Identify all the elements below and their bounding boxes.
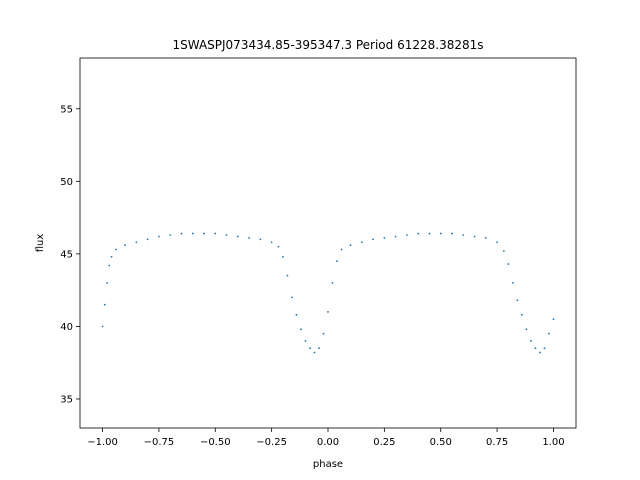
x-tick-label: 0.00 [317, 437, 339, 448]
data-point [462, 234, 465, 236]
data-point [340, 248, 343, 251]
scatter-points [101, 232, 555, 354]
data-point [349, 244, 352, 247]
data-point [236, 235, 239, 238]
data-point [135, 241, 138, 244]
data-point [270, 241, 273, 244]
data-point [534, 347, 537, 350]
data-point [110, 255, 113, 258]
data-point [158, 235, 160, 238]
x-axis: −1.00 −0.75 −0.50 −0.25 0.00 0.25 0.50 0.75 1.00 [87, 428, 565, 448]
data-point [203, 232, 205, 235]
data-point [282, 255, 284, 258]
x-tick-label: −0.75 [144, 437, 175, 448]
data-point [225, 234, 228, 236]
data-point [108, 264, 111, 267]
data-point [286, 274, 289, 277]
data-point [552, 318, 555, 321]
x-tick-label: −1.00 [87, 437, 118, 448]
data-point [318, 347, 320, 350]
data-point [322, 332, 325, 335]
data-point [313, 351, 316, 354]
data-point [502, 250, 505, 252]
x-tick-label: 0.75 [486, 437, 508, 448]
data-point [530, 340, 532, 342]
data-point [327, 311, 329, 313]
y-tick-label: 50 [60, 177, 73, 188]
data-point [331, 282, 334, 284]
data-point [372, 238, 374, 241]
data-point [439, 232, 442, 235]
data-point [115, 248, 117, 251]
y-axis-label: flux [35, 234, 46, 253]
data-point [520, 313, 523, 316]
data-point [191, 232, 194, 235]
y-axis: 35 40 45 50 55 [60, 104, 80, 405]
data-point [406, 234, 408, 236]
data-point [473, 235, 476, 238]
data-point [336, 260, 338, 263]
data-point [516, 299, 519, 302]
data-point [525, 328, 528, 331]
data-point [394, 235, 397, 238]
y-tick-label: 55 [60, 104, 73, 115]
data-point [259, 238, 262, 241]
data-point [507, 263, 510, 265]
data-point [511, 282, 514, 284]
data-point [548, 332, 550, 335]
data-point [124, 244, 126, 247]
x-tick-label: 0.25 [373, 437, 395, 448]
data-point [106, 282, 108, 284]
data-point [417, 232, 420, 235]
x-tick-label: 0.50 [430, 437, 452, 448]
data-point [180, 232, 183, 235]
data-point [146, 238, 149, 241]
x-tick-label: −0.50 [200, 437, 231, 448]
data-point [383, 237, 386, 239]
y-tick-label: 45 [60, 249, 73, 260]
data-point [295, 313, 298, 316]
data-point [248, 237, 250, 239]
data-point [543, 347, 546, 350]
data-point [103, 303, 106, 306]
data-point [304, 340, 307, 342]
data-point [496, 241, 498, 244]
data-point [484, 237, 487, 239]
chart-title: 1SWASPJ073434.85-395347.3 Period 61228.3… [172, 38, 483, 52]
data-point [309, 347, 311, 350]
data-point [428, 232, 431, 235]
data-point [291, 296, 293, 299]
data-point [360, 241, 363, 244]
data-point [539, 351, 541, 354]
data-point [300, 328, 302, 331]
y-tick-label: 40 [60, 322, 73, 333]
y-tick-label: 35 [60, 394, 73, 405]
data-point [451, 232, 453, 235]
data-point [169, 234, 172, 236]
x-tick-label: 1.00 [542, 437, 564, 448]
x-axis-label: phase [313, 459, 343, 470]
data-point [101, 325, 104, 328]
data-point [214, 232, 217, 235]
data-point [277, 245, 280, 248]
x-tick-label: −0.25 [256, 437, 287, 448]
